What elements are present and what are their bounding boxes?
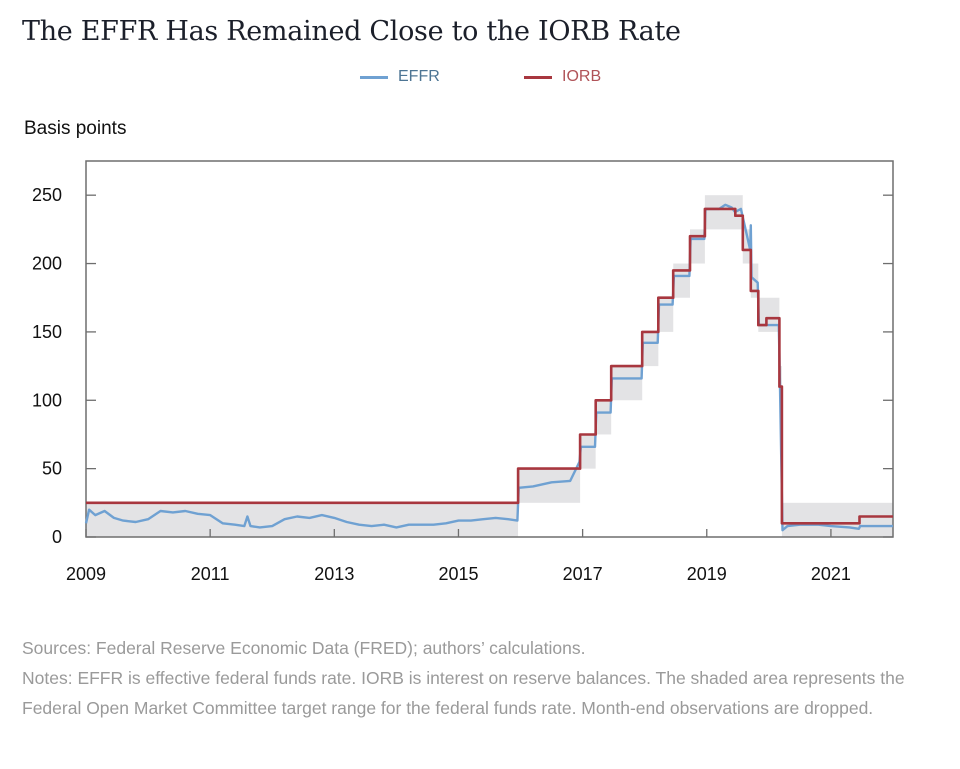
legend-label-iorb: IORB [562, 68, 602, 85]
target-range-band [673, 263, 691, 298]
target-range-band [595, 400, 612, 435]
legend-swatch-effr [360, 75, 388, 79]
legend-swatch-iorb [524, 75, 552, 79]
target-range-band [758, 297, 780, 332]
target-range-band [580, 434, 596, 469]
x-tick-label: 2009 [66, 564, 106, 584]
series-line-effr [84, 203, 893, 532]
target-range-band [86, 502, 519, 537]
target-range-band [781, 502, 893, 537]
y-tick-label: 150 [32, 322, 62, 342]
target-range-band [742, 229, 751, 264]
legend-label-effr: EFFR [398, 68, 440, 85]
x-tick-label: 2017 [563, 564, 603, 584]
x-tick-label: 2021 [811, 564, 851, 584]
notes-text: Notes: EFFR is effective federal funds r… [22, 668, 905, 718]
target-range-band [611, 366, 643, 401]
target-range-band [690, 229, 705, 264]
series-line-iorb [86, 207, 893, 525]
x-tick-label: 2019 [687, 564, 727, 584]
y-tick-label: 200 [32, 254, 62, 274]
legend-item-iorb: IORB [524, 68, 601, 86]
y-tick-label: 100 [32, 390, 62, 410]
plot-frame [85, 160, 894, 538]
x-tick-label: 2013 [314, 564, 354, 584]
y-tick-label: 50 [42, 459, 62, 479]
notes-block: Sources: Federal Reserve Economic Data (… [22, 633, 942, 723]
target-range-band [642, 331, 659, 367]
chart-title: The EFFR Has Remained Close to the IORB … [22, 16, 681, 47]
x-tick-label: 2011 [191, 564, 230, 584]
sources-text: Sources: Federal Reserve Economic Data (… [22, 638, 586, 658]
target-range-band [658, 297, 674, 332]
y-tick-label: 250 [32, 185, 62, 205]
x-tick-label: 2015 [438, 564, 478, 584]
y-tick-label: 0 [52, 527, 62, 547]
target-range-band [518, 468, 581, 503]
legend-item-effr: EFFR [360, 68, 440, 86]
legend: EFFR IORB [0, 68, 960, 92]
chart-plot: 0 50 100 150 200 250 2009 2011 2013 2015 2017 2019 2… [32, 160, 894, 584]
y-axis-label: Basis points [24, 118, 127, 139]
